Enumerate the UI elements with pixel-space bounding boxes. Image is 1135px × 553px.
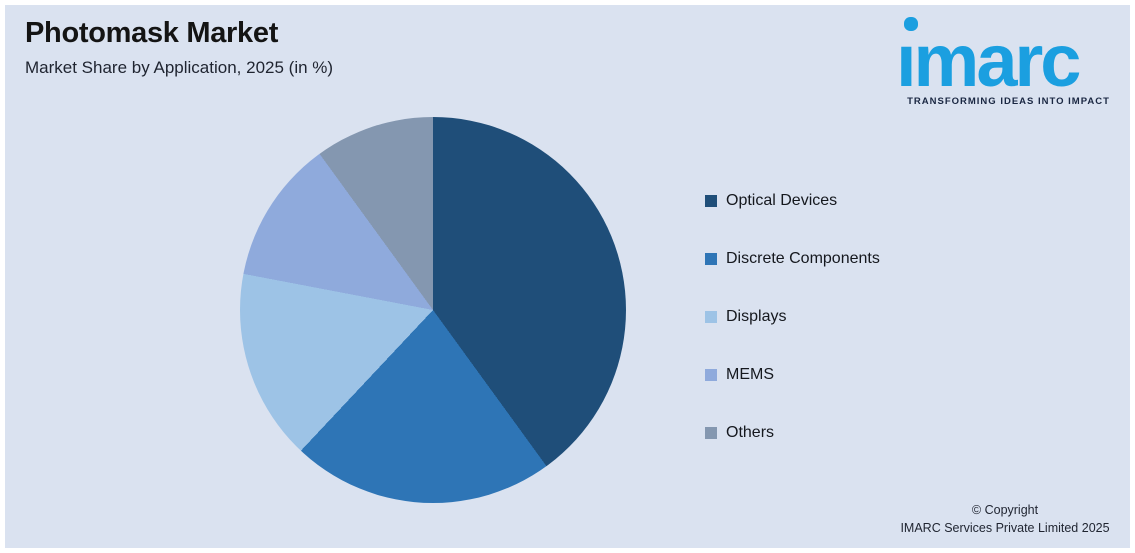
legend-item: Optical Devices xyxy=(705,191,880,210)
copyright-line1: © Copyright xyxy=(971,502,1039,517)
legend-swatch-icon xyxy=(705,368,717,381)
legend-swatch-icon xyxy=(705,426,717,439)
legend-label: Displays xyxy=(726,307,787,325)
logo-wordmark: ımarc xyxy=(896,19,1081,102)
legend-label: Others xyxy=(726,423,775,441)
logo-tagline: TRANSFORMING IDEAS INTO IMPACT xyxy=(907,96,1110,107)
legend-swatch-icon xyxy=(705,194,717,207)
legend-item: Displays xyxy=(705,307,880,326)
logo-i-dot-icon xyxy=(904,17,918,31)
pie-chart xyxy=(240,117,626,503)
legend-label: Optical Devices xyxy=(726,191,838,209)
copyright-notice: © Copyright IMARC Services Private Limit… xyxy=(889,501,1121,537)
legend-label: MEMS xyxy=(726,365,774,383)
imarc-logo: ımarc TRANSFORMING IDEAS INTO IMPACT xyxy=(896,10,1121,115)
chart-legend: Optical Devices Discrete Components Disp… xyxy=(705,191,880,442)
page-subtitle: Market Share by Application, 2025 (in %) xyxy=(25,58,334,77)
legend-item: Others xyxy=(705,423,880,442)
legend-swatch-icon xyxy=(705,310,717,323)
legend-label: Discrete Components xyxy=(726,249,880,267)
legend-swatch-icon xyxy=(705,252,717,265)
legend-item: Discrete Components xyxy=(705,249,880,268)
page-title: Photomask Market xyxy=(25,17,279,49)
copyright-line2: IMARC Services Private Limited 2025 xyxy=(900,520,1110,535)
infographic-canvas: Photomask Market Market Share by Applica… xyxy=(5,5,1130,548)
legend-item: MEMS xyxy=(705,365,880,384)
